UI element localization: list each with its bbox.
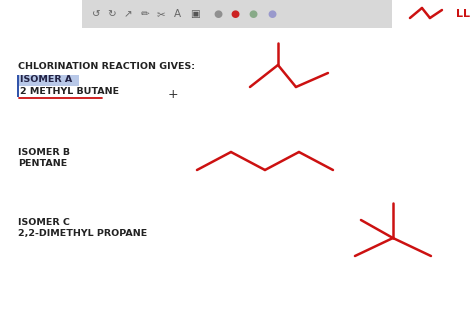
Text: ISOMER C: ISOMER C xyxy=(18,218,70,227)
Text: ISOMER A: ISOMER A xyxy=(20,75,72,84)
Text: ✏: ✏ xyxy=(141,9,149,19)
Text: ●: ● xyxy=(213,9,222,19)
Text: PENTANE: PENTANE xyxy=(18,159,67,168)
Text: 2,2-DIMETHYL PROPANE: 2,2-DIMETHYL PROPANE xyxy=(18,229,147,238)
Bar xyxy=(82,0,392,28)
Bar xyxy=(19,75,79,86)
Bar xyxy=(17,75,19,97)
Text: ↗: ↗ xyxy=(124,9,132,19)
Text: A: A xyxy=(174,9,182,19)
Text: LL: LL xyxy=(456,9,470,19)
Text: ●: ● xyxy=(267,9,276,19)
Text: +: + xyxy=(168,88,179,101)
Text: ISOMER B: ISOMER B xyxy=(18,148,70,157)
Text: 2 METHYL BUTANE: 2 METHYL BUTANE xyxy=(20,87,119,96)
Text: ↻: ↻ xyxy=(108,9,116,19)
Text: ●: ● xyxy=(230,9,239,19)
Text: ✂: ✂ xyxy=(156,9,165,19)
Text: ▣: ▣ xyxy=(190,9,200,19)
Text: CHLORINATION REACTION GIVES:: CHLORINATION REACTION GIVES: xyxy=(18,62,195,71)
Text: ↺: ↺ xyxy=(91,9,100,19)
Text: ●: ● xyxy=(248,9,257,19)
